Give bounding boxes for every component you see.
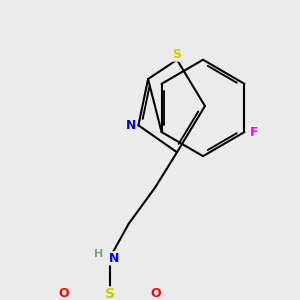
Text: N: N	[109, 252, 119, 265]
Text: F: F	[250, 125, 259, 139]
Text: S: S	[104, 287, 115, 300]
Text: O: O	[58, 287, 69, 300]
Text: H: H	[94, 249, 103, 259]
Text: N: N	[126, 119, 136, 132]
Text: S: S	[172, 48, 182, 61]
Text: O: O	[150, 287, 160, 300]
